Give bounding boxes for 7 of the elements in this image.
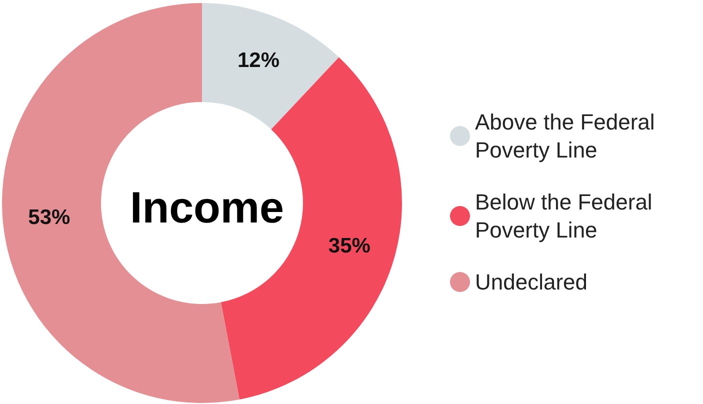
legend-label: Undeclared (475, 270, 588, 294)
data-label: 12% (237, 48, 280, 72)
data-label: 53% (28, 206, 71, 229)
text: Income (130, 184, 284, 232)
legend-label: Above the Federal Poverty Line (475, 110, 661, 162)
legend-label: Below the Federal Poverty Line (475, 190, 658, 242)
data-label: 35% (328, 234, 371, 258)
